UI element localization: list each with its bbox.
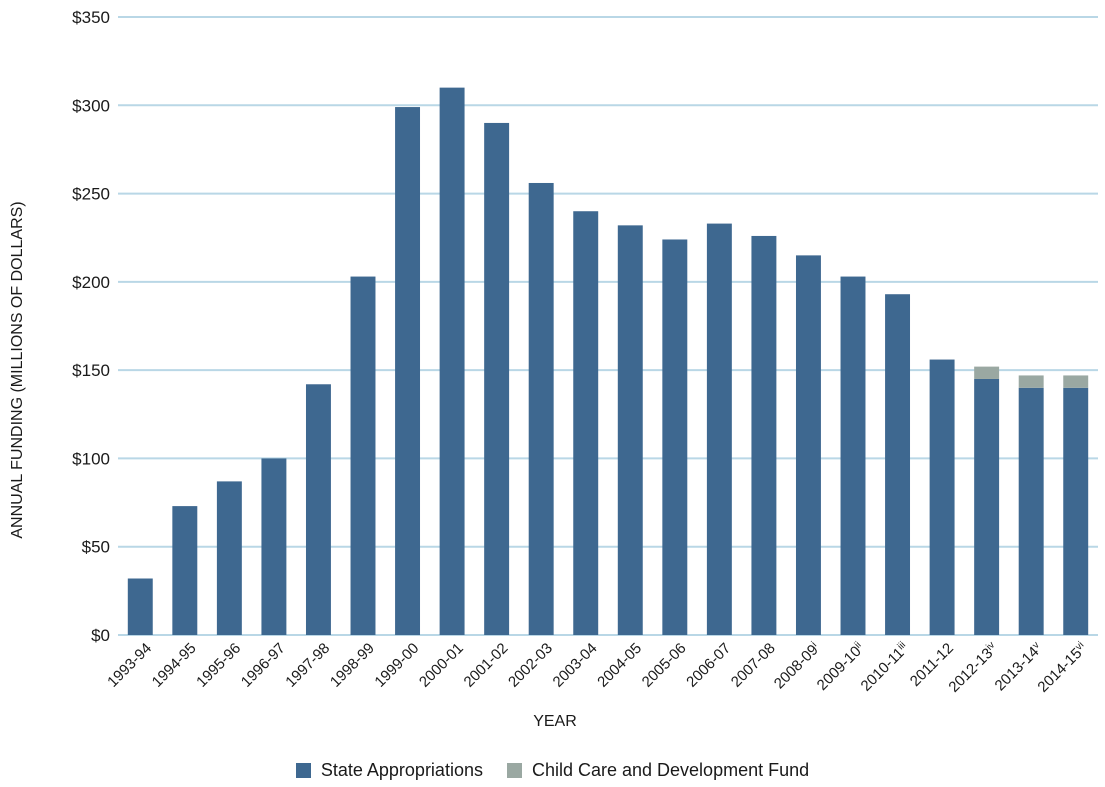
y-tick-label: $200 — [72, 273, 110, 292]
x-tick-superscript: v — [1030, 640, 1041, 651]
bar-state-appropriations — [1063, 387, 1089, 635]
x-tick-label: 1999-00 — [371, 640, 422, 691]
bar-state-appropriations — [1018, 387, 1044, 635]
y-tick-label: $100 — [72, 449, 110, 468]
bar-state-appropriations — [216, 481, 242, 635]
y-tick-label: $150 — [72, 361, 110, 380]
bar-state-appropriations — [395, 107, 421, 635]
x-tick-label: 1997-98 — [282, 640, 333, 691]
legend-label-child-care-fund: Child Care and Development Fund — [531, 760, 810, 780]
x-tick-label: 2005-06 — [639, 640, 690, 691]
bar-state-appropriations — [795, 255, 821, 635]
bar-state-appropriations — [751, 235, 777, 635]
y-axis-label: ANNUAL FUNDING (MILLIONS OF DOLLARS) — [9, 201, 26, 538]
bar-state-appropriations — [974, 378, 1000, 635]
x-tick-label: 2004-05 — [594, 640, 645, 691]
bar-state-appropriations — [172, 506, 198, 635]
x-axis-ticks: 1993-941994-951995-961996-971997-981998-… — [104, 640, 1090, 696]
legend-label-state-appropriations: State Appropriations — [320, 760, 483, 780]
x-tick-label: 2010-11iii — [857, 640, 912, 695]
bar-child-care-fund — [974, 366, 1000, 379]
x-tick-label: 1994-95 — [149, 640, 200, 691]
legend: State Appropriations Child Care and Deve… — [0, 760, 1105, 781]
bar-state-appropriations — [305, 384, 331, 635]
y-tick-label: $250 — [72, 185, 110, 204]
legend-item-state-appropriations: State Appropriations — [295, 760, 483, 781]
bar-state-appropriations — [439, 87, 465, 636]
x-tick-label: 2007-08 — [728, 640, 779, 691]
bar-state-appropriations — [350, 276, 376, 635]
bar-child-care-fund — [1063, 375, 1089, 388]
y-tick-label: $350 — [72, 8, 110, 27]
bar-state-appropriations — [662, 239, 688, 636]
x-tick-label: 1998-99 — [327, 640, 378, 691]
bar-state-appropriations — [573, 211, 599, 635]
bars — [127, 87, 1089, 636]
legend-swatch-state-appropriations — [295, 763, 311, 778]
x-tick-label: 2001-02 — [461, 640, 512, 691]
x-tick-label: 1993-94 — [104, 640, 155, 691]
x-tick-label: 2012-13iv — [945, 640, 1001, 696]
y-tick-label: $50 — [82, 538, 110, 557]
y-tick-label: $300 — [72, 96, 110, 115]
x-tick-label: 1995-96 — [193, 640, 244, 691]
bar-state-appropriations — [840, 276, 866, 635]
bar-state-appropriations — [706, 223, 732, 636]
x-tick-superscript: i — [810, 640, 819, 649]
bar-state-appropriations — [261, 458, 287, 635]
x-tick-label: 2014-15vi — [1034, 640, 1090, 696]
y-tick-label: $0 — [91, 626, 110, 645]
x-tick-superscript: ii — [853, 640, 864, 651]
bar-state-appropriations — [484, 122, 510, 635]
bar-state-appropriations — [929, 359, 955, 635]
bar-child-care-fund — [1018, 375, 1044, 388]
x-tick-label: 2000-01 — [416, 640, 467, 691]
legend-swatch-child-care-fund — [506, 763, 522, 778]
bar-state-appropriations — [528, 182, 554, 635]
bar-state-appropriations — [127, 578, 153, 635]
bar-state-appropriations — [885, 294, 911, 635]
bar-state-appropriations — [617, 225, 643, 635]
x-tick-label: 1996-97 — [238, 640, 289, 691]
y-axis-ticks: $0 $50 $100 $150 $200 $250 $300 $350 — [72, 8, 110, 645]
legend-item-child-care-fund: Child Care and Development Fund — [506, 760, 810, 781]
x-axis-label: YEAR — [533, 713, 577, 730]
x-tick-label: 2006-07 — [683, 640, 734, 691]
x-tick-label: 2002-03 — [505, 640, 556, 691]
x-tick-label: 2003-04 — [550, 640, 601, 691]
bar-chart: $0$50$100$150$200$250$300$350 1993-94199… — [9, 8, 1098, 730]
